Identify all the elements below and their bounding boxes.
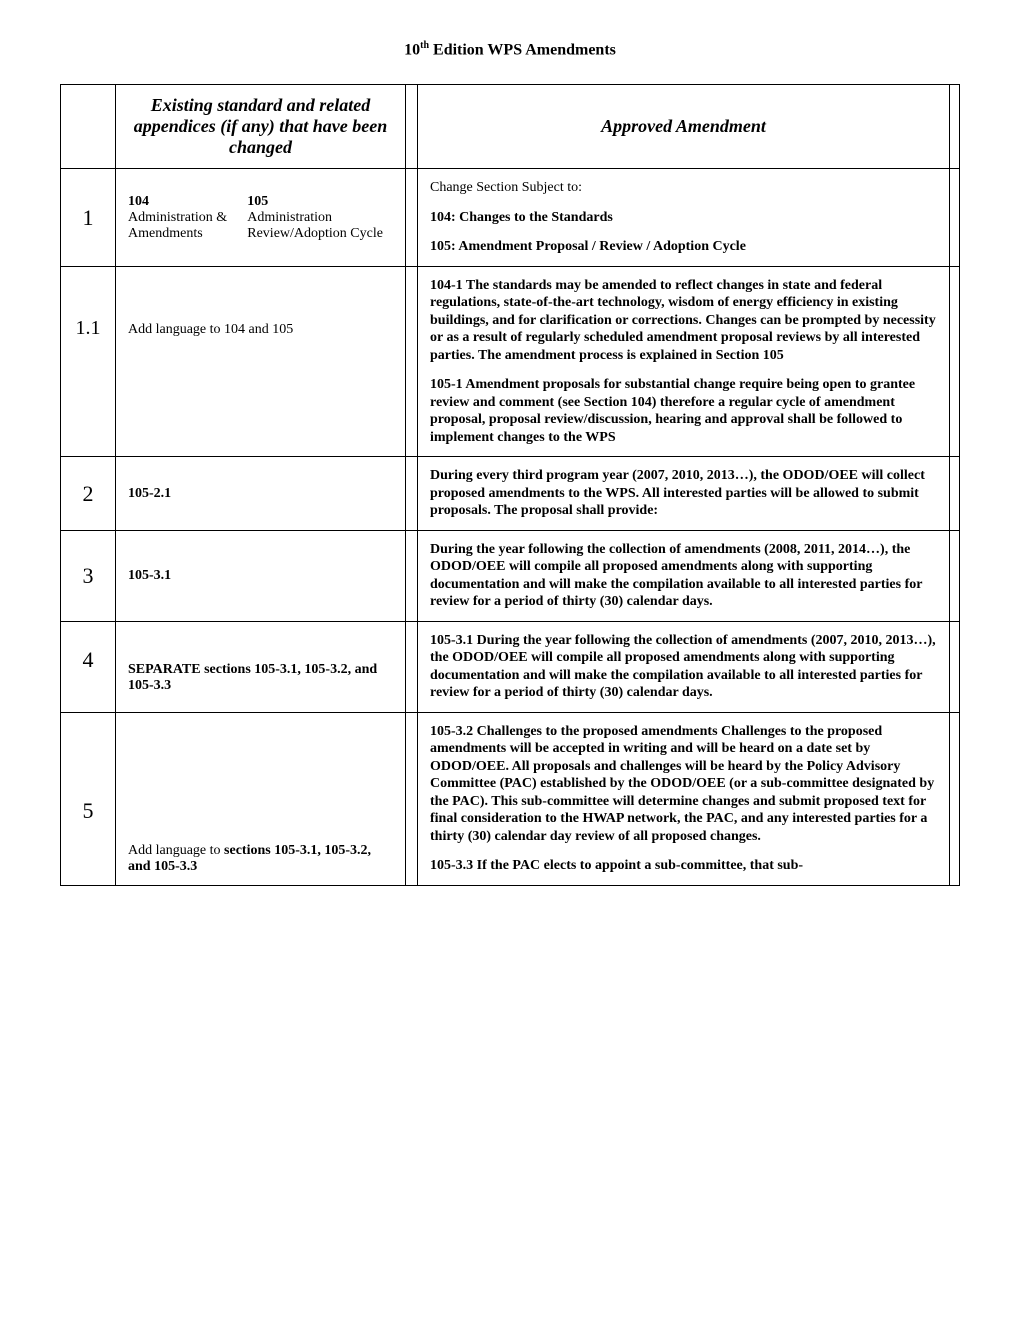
amendment-cell: During the year following the collection… [418, 530, 950, 621]
gap [406, 169, 418, 267]
existing-cell: SEPARATE sections 105-3.1, 105-3.2, and … [116, 621, 406, 712]
row-number: 4 [61, 621, 116, 712]
amend-p1: 104-1 The standards may be amended to re… [430, 277, 937, 365]
existing-cell: 105-2.1 [116, 457, 406, 531]
ex-105-text: Administration Review/Adoption Cycle [247, 210, 383, 241]
edge [950, 621, 960, 712]
edge [950, 85, 960, 169]
ex-pre: Add language to [128, 843, 224, 858]
amend-p: 105-3.1 During the year following the co… [430, 632, 937, 702]
table-row: 1.1 Add language to 104 and 105 104-1 Th… [61, 266, 960, 457]
row-number: 3 [61, 530, 116, 621]
page-title: 10th Edition WPS Amendments [60, 40, 960, 59]
row-number: 2 [61, 457, 116, 531]
ex-105: 105 [247, 194, 268, 209]
gap [406, 457, 418, 531]
title-sup: th [420, 40, 429, 51]
existing-cell: 105-3.1 [116, 530, 406, 621]
table-row: 2 105-2.1 During every third program yea… [61, 457, 960, 531]
amend-p1: 105-3.2 Challenges to the proposed amend… [430, 723, 937, 846]
amendment-cell: 105-3.1 During the year following the co… [418, 621, 950, 712]
ex-104-text: Administration & Amendments [128, 210, 227, 241]
gap [406, 266, 418, 457]
amendment-cell: During every third program year (2007, 2… [418, 457, 950, 531]
row-number: 5 [61, 712, 116, 885]
header-blank [61, 85, 116, 169]
amend-p2: 105-3.3 If the PAC elects to appoint a s… [430, 857, 937, 875]
edge [950, 169, 960, 267]
edge [950, 266, 960, 457]
amend-p: During every third program year (2007, 2… [430, 467, 937, 520]
existing-cell: 104 105 Administration & Amendments Admi… [116, 169, 406, 267]
amend-p2: 105-1 Amendment proposals for substantia… [430, 376, 937, 446]
edge [950, 457, 960, 531]
amendment-cell: Change Section Subject to: 104: Changes … [418, 169, 950, 267]
header-existing: Existing standard and related appendices… [116, 85, 406, 169]
amendment-cell: 105-3.2 Challenges to the proposed amend… [418, 712, 950, 885]
amendment-cell: 104-1 The standards may be amended to re… [418, 266, 950, 457]
table-row: 4 SEPARATE sections 105-3.1, 105-3.2, an… [61, 621, 960, 712]
ex-104: 104 [128, 194, 149, 209]
amend-105: 105: Amendment Proposal / Review / Adopt… [430, 238, 937, 256]
row-number: 1.1 [61, 266, 116, 457]
edge [950, 712, 960, 885]
gap [406, 530, 418, 621]
gap [406, 85, 418, 169]
title-prefix: 10 [404, 41, 420, 58]
gap [406, 712, 418, 885]
existing-cell: Add language to sections 105-3.1, 105-3.… [116, 712, 406, 885]
row-number: 1 [61, 169, 116, 267]
table-row: 5 Add language to sections 105-3.1, 105-… [61, 712, 960, 885]
table-row: 1 104 105 Administration & Amendments Ad… [61, 169, 960, 267]
amendments-table: Existing standard and related appendices… [60, 84, 960, 886]
existing-cell: Add language to 104 and 105 [116, 266, 406, 457]
gap [406, 621, 418, 712]
header-amendment: Approved Amendment [418, 85, 950, 169]
edge [950, 530, 960, 621]
title-rest: Edition WPS Amendments [429, 41, 616, 58]
amend-p: During the year following the collection… [430, 541, 937, 611]
amend-104-text: : Changes to the Standards [451, 210, 613, 225]
table-header-row: Existing standard and related appendices… [61, 85, 960, 169]
table-row: 3 105-3.1 During the year following the … [61, 530, 960, 621]
amend-104: 104 [430, 210, 451, 225]
amend-intro: Change Section Subject to: [430, 179, 937, 197]
